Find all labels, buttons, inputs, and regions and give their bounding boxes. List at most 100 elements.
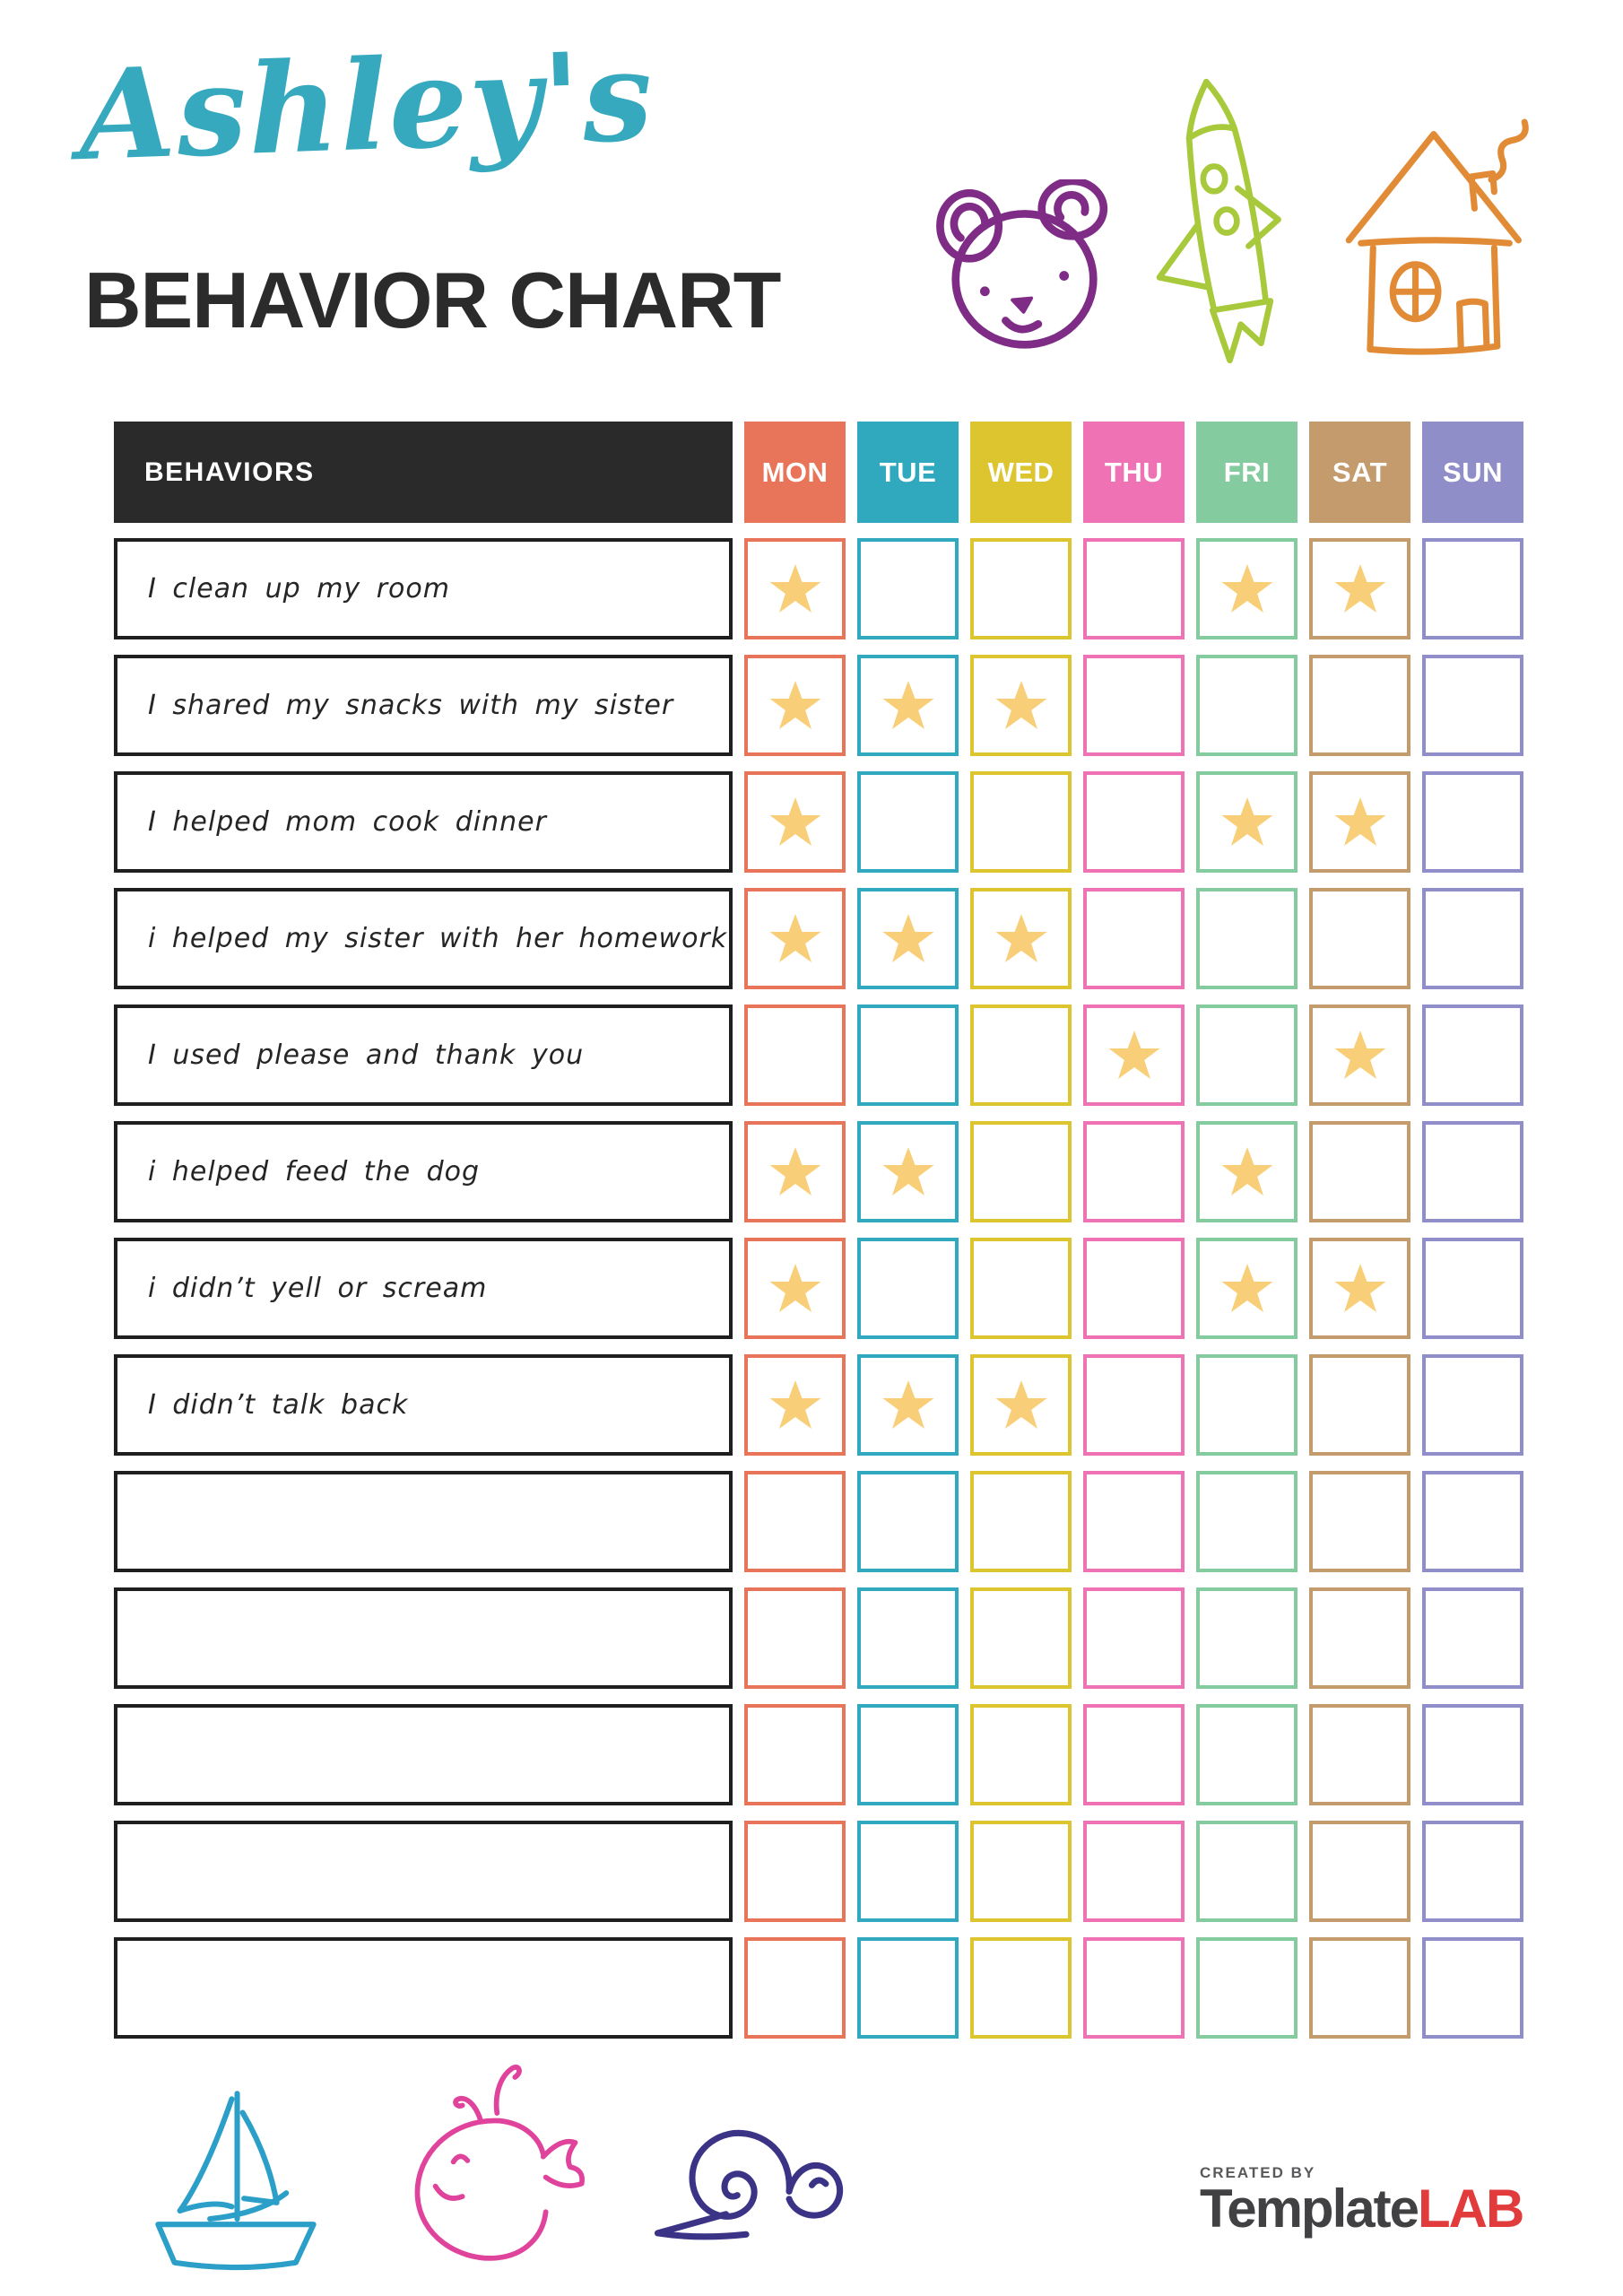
bear-icon	[936, 179, 1108, 349]
star-cell-sat-row-9	[1309, 1471, 1410, 1572]
star-cell-sat-row-12	[1309, 1821, 1410, 1922]
star-icon	[768, 1263, 821, 1312]
star-icon	[768, 563, 821, 613]
star-cell-sat-row-1	[1309, 538, 1410, 639]
star-cell-wed-row-13	[970, 1937, 1072, 2039]
star-cell-thu-row-4	[1083, 888, 1185, 989]
star-cell-mon-row-3	[744, 771, 846, 873]
star-cell-thu-row-9	[1083, 1471, 1185, 1572]
created-by-label: CREATED BY	[1200, 2164, 1316, 2181]
star-cell-fri-row-10	[1196, 1587, 1298, 1689]
star-cell-tue-row-8	[857, 1354, 959, 1456]
brand-wordmark: TemplateLAB	[1200, 2179, 1524, 2239]
star-cell-fri-row-6	[1196, 1121, 1298, 1222]
behaviors-column-header: BEHAVIORS	[114, 422, 733, 523]
star-cell-mon-row-1	[744, 538, 846, 639]
star-cell-sat-row-2	[1309, 655, 1410, 756]
star-icon	[881, 913, 934, 962]
star-cell-mon-row-12	[744, 1821, 846, 1922]
star-cell-wed-row-8	[970, 1354, 1072, 1456]
star-cell-fri-row-11	[1196, 1704, 1298, 1805]
star-cell-sun-row-2	[1422, 655, 1523, 756]
star-cell-thu-row-12	[1083, 1821, 1185, 1922]
star-cell-mon-row-2	[744, 655, 846, 756]
star-icon	[768, 680, 821, 729]
behavior-label-row-11	[114, 1704, 733, 1805]
star-cell-mon-row-9	[744, 1471, 846, 1572]
star-cell-fri-row-13	[1196, 1937, 1298, 2039]
brand-accent: LAB	[1417, 2179, 1524, 2239]
star-cell-tue-row-4	[857, 888, 959, 989]
snail-icon	[654, 2129, 844, 2240]
table-body: I clean up my room I shared my snacks wi…	[114, 538, 1523, 2039]
star-cell-sun-row-10	[1422, 1587, 1523, 1689]
star-cell-sat-row-3	[1309, 771, 1410, 873]
star-cell-thu-row-5	[1083, 1004, 1185, 1106]
star-cell-tue-row-1	[857, 538, 959, 639]
star-cell-fri-row-8	[1196, 1354, 1298, 1456]
star-cell-tue-row-7	[857, 1238, 959, 1339]
star-icon	[768, 1379, 821, 1429]
star-cell-sun-row-6	[1422, 1121, 1523, 1222]
star-cell-tue-row-13	[857, 1937, 959, 2039]
star-icon	[1220, 563, 1273, 613]
star-cell-thu-row-3	[1083, 771, 1185, 873]
behavior-label-row-2: I shared my snacks with my sister	[114, 655, 733, 756]
star-icon	[1333, 1030, 1386, 1079]
star-cell-mon-row-4	[744, 888, 846, 989]
star-cell-sun-row-13	[1422, 1937, 1523, 2039]
star-cell-mon-row-6	[744, 1121, 846, 1222]
star-cell-wed-row-4	[970, 888, 1072, 989]
star-cell-wed-row-6	[970, 1121, 1072, 1222]
star-cell-sat-row-13	[1309, 1937, 1410, 2039]
star-icon	[881, 1146, 934, 1196]
star-cell-sun-row-1	[1422, 538, 1523, 639]
star-cell-tue-row-3	[857, 771, 959, 873]
star-icon	[1220, 1263, 1273, 1312]
star-cell-tue-row-12	[857, 1821, 959, 1922]
star-cell-mon-row-5	[744, 1004, 846, 1106]
star-cell-wed-row-2	[970, 655, 1072, 756]
star-cell-wed-row-3	[970, 771, 1072, 873]
star-icon	[1220, 796, 1273, 846]
star-icon	[1220, 1146, 1273, 1196]
star-cell-tue-row-10	[857, 1587, 959, 1689]
behavior-label-row-12	[114, 1821, 733, 1922]
behavior-label-row-4: i helped my sister with her homework	[114, 888, 733, 989]
day-header-wed: WED	[970, 422, 1072, 523]
star-cell-fri-row-12	[1196, 1821, 1298, 1922]
star-cell-thu-row-7	[1083, 1238, 1185, 1339]
whale-icon	[414, 2065, 585, 2261]
star-cell-tue-row-2	[857, 655, 959, 756]
star-cell-wed-row-12	[970, 1821, 1072, 1922]
star-cell-sat-row-6	[1309, 1121, 1410, 1222]
star-cell-fri-row-9	[1196, 1471, 1298, 1572]
day-header-tue: TUE	[857, 422, 959, 523]
star-cell-thu-row-2	[1083, 655, 1185, 756]
star-cell-wed-row-9	[970, 1471, 1072, 1572]
star-icon	[1333, 796, 1386, 846]
star-icon	[881, 680, 934, 729]
star-cell-thu-row-1	[1083, 538, 1185, 639]
behavior-label-row-6: i helped feed the dog	[114, 1121, 733, 1222]
star-cell-thu-row-10	[1083, 1587, 1185, 1689]
behavior-label-row-9	[114, 1471, 733, 1572]
behavior-label-row-7: i didn’t yell or scream	[114, 1238, 733, 1339]
star-cell-sun-row-5	[1422, 1004, 1523, 1106]
rocket-icon	[1156, 78, 1281, 364]
star-cell-wed-row-11	[970, 1704, 1072, 1805]
star-cell-fri-row-1	[1196, 538, 1298, 639]
behavior-label-row-1: I clean up my room	[114, 538, 733, 639]
house-icon	[1345, 118, 1529, 355]
star-cell-sat-row-5	[1309, 1004, 1410, 1106]
day-header-thu: THU	[1083, 422, 1185, 523]
star-icon	[994, 1379, 1047, 1429]
star-cell-fri-row-7	[1196, 1238, 1298, 1339]
star-cell-fri-row-5	[1196, 1004, 1298, 1106]
star-cell-sat-row-4	[1309, 888, 1410, 989]
star-cell-tue-row-5	[857, 1004, 959, 1106]
star-icon	[1333, 563, 1386, 613]
star-cell-wed-row-1	[970, 538, 1072, 639]
star-icon	[768, 913, 821, 962]
star-cell-tue-row-9	[857, 1471, 959, 1572]
